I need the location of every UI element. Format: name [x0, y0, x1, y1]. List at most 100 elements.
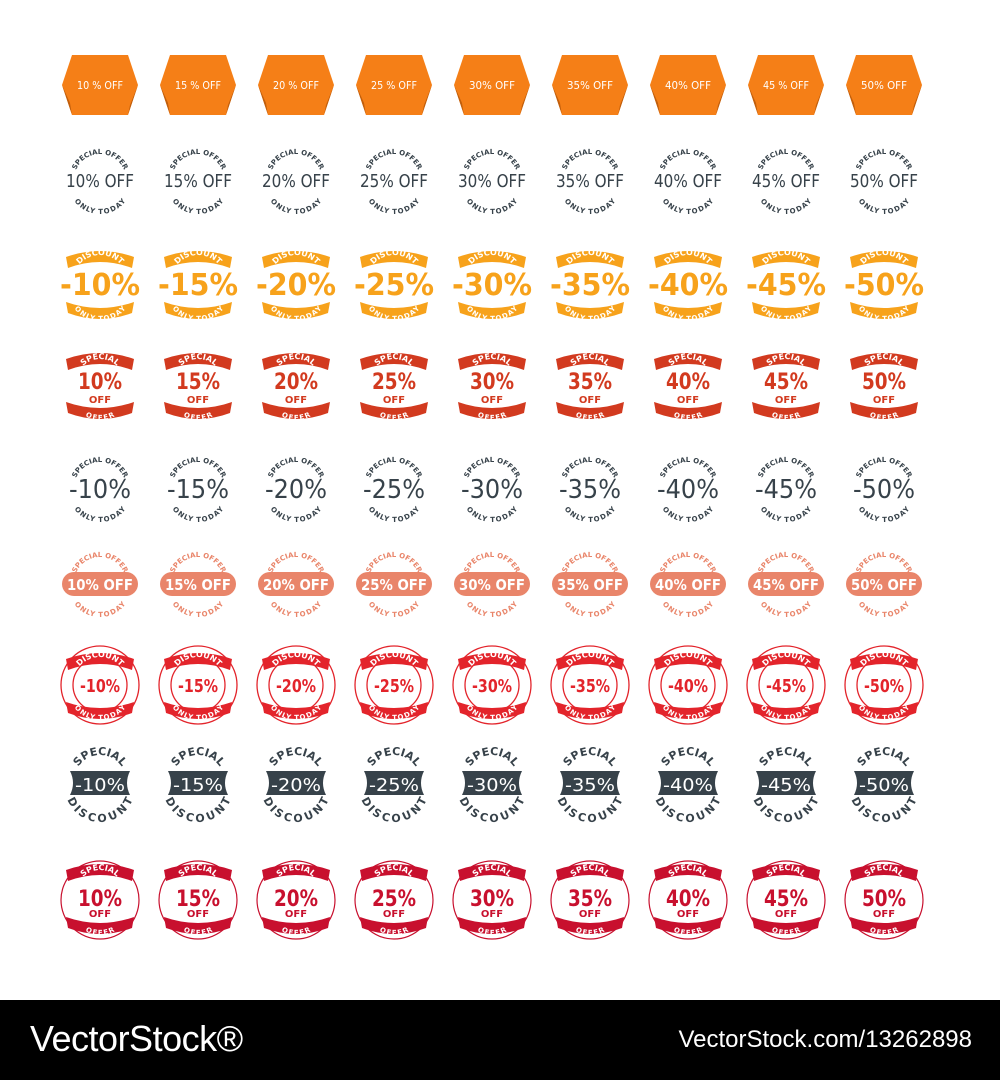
bottom-ribbon	[556, 702, 624, 719]
arc-bottom-text: ONLY TODAY	[563, 600, 618, 620]
ribbon-top-text: SPECIAL	[569, 352, 612, 368]
arc-bottom-text: ONLY TODAY	[563, 197, 618, 217]
ribbon-bottom-text: OFFER	[84, 925, 116, 937]
badge-label: 15% OFF	[165, 576, 231, 594]
top-ribbon	[654, 251, 722, 268]
badge-dark-plaque-20-graphic: SPECIAL -20%DISCOUNT	[260, 745, 331, 825]
badge-red-ring-special-20-graphic: SPECIAL 20%OFF OFFER	[256, 860, 336, 940]
badge-arc-text-dark-minus-25-graphic: SPECIAL OFFER-25%ONLY TODAY	[363, 456, 425, 524]
arc-bottom-text: DISCOUNT	[162, 795, 233, 826]
bottom-ribbon	[654, 702, 722, 719]
badge-orange-tag-45-graphic: 45 % OFF	[748, 55, 824, 115]
badge-label: -45%	[766, 676, 806, 697]
top-ribbon	[360, 653, 428, 670]
badge-arc-text-dark-minus-35-graphic: SPECIAL OFFER-35%ONLY TODAY	[559, 456, 621, 524]
badge-orange-tag-40: 40% OFF	[638, 35, 738, 135]
badge-discount-gold-10-graphic: DISCOUNT-10%ONLY TODAY	[60, 248, 140, 323]
badge-special-red-ribbon-15: SPECIAL 15% OFF OFFER	[148, 337, 248, 437]
badge-red-ring-special-30-graphic: SPECIAL 30%OFF OFFER	[452, 860, 532, 940]
top-ribbon	[164, 864, 232, 881]
badge-discount-gold-25-graphic: DISCOUNT-25%ONLY TODAY	[354, 248, 434, 323]
badge-red-ring-special-10: SPECIAL 10% OFF OFFER	[50, 850, 150, 950]
badge-dark-plaque-15: SPECIAL -15% DISCOUNT	[148, 735, 248, 835]
badge-label: 15% OFF	[164, 171, 232, 192]
arc-bottom-text: DISCOUNT	[750, 795, 821, 826]
badge-arc-text-dark-minus-35: SPECIAL OFFER -35% ONLY TODAY	[540, 440, 640, 540]
badge-label: 30% OFF	[458, 171, 526, 192]
pill-shape	[846, 572, 922, 596]
badge-label: 50% OFF	[861, 79, 907, 92]
badge-red-ring-discount-50-graphic: DISCOUNT-50%ONLY TODAY	[844, 645, 924, 725]
badge-label: -45%	[755, 475, 817, 505]
arc-top-text: SPECIAL	[169, 745, 228, 769]
bottom-ribbon	[458, 702, 526, 719]
tag-fold-left	[846, 85, 856, 115]
badge-orange-tag-20: 20 % OFF	[246, 35, 346, 135]
badge-red-ring-special-15: SPECIAL 15% OFF OFFER	[148, 850, 248, 950]
bottom-ribbon	[752, 702, 820, 719]
ribbon-top-text: SPECIAL	[667, 352, 710, 368]
arc-bottom-text: ONLY TODAY	[171, 197, 226, 217]
badge-red-ring-discount-35: DISCOUNT -35% ONLY TODAY	[540, 635, 640, 735]
badge-red-ring-discount-50: DISCOUNT -50% ONLY TODAY	[834, 635, 934, 735]
ribbon-bottom-text: OFFER	[574, 410, 606, 422]
badge-dark-plaque-20: SPECIAL -20% DISCOUNT	[246, 735, 346, 835]
arc-top-text: SPECIAL OFFER	[855, 148, 914, 172]
badge-off-text: OFF	[481, 909, 503, 920]
badge-special-red-ribbon-50-graphic: SPECIAL 50%OFF OFFER	[850, 352, 918, 422]
outer-ring	[256, 645, 336, 725]
badge-red-ring-special-40: SPECIAL 40% OFF OFFER	[638, 850, 738, 950]
badge-salmon-pill-20: SPECIAL OFFER 20% OFF ONLY TODAY	[246, 535, 346, 635]
badge-dark-plaque-25-graphic: SPECIAL -25%DISCOUNT	[358, 745, 429, 826]
top-ribbon	[360, 251, 428, 268]
badge-label: 10% OFF	[67, 576, 133, 594]
badge-red-ring-special-35: SPECIAL 35% OFF OFFER	[540, 850, 640, 950]
top-ribbon	[164, 353, 232, 370]
arc-bottom-text: ONLY TODAY	[367, 600, 422, 620]
badge-label: 35% OFF	[556, 171, 624, 192]
bottom-ribbon	[262, 702, 330, 719]
top-ribbon	[458, 251, 526, 268]
ribbon-top-text: SPECIAL	[863, 352, 906, 368]
badge-label: 20% OFF	[263, 576, 329, 594]
badge-orange-tag-25: 25 % OFF	[344, 35, 444, 135]
badge-label: 45% OFF	[753, 576, 819, 594]
arc-top-text: SPECIAL OFFER	[365, 148, 424, 172]
tag-shape	[748, 55, 824, 115]
arc-top-text: SPECIAL	[757, 745, 816, 769]
arc-bottom-text: ONLY TODAY	[465, 505, 520, 525]
ribbon-top-text: SPECIAL	[863, 863, 906, 879]
pill-shape	[552, 572, 628, 596]
outer-ring	[60, 645, 140, 725]
arc-bottom-text: ONLY TODAY	[367, 197, 422, 217]
badge-discount-gold-30-graphic: DISCOUNT-30%ONLY TODAY	[452, 248, 532, 323]
badge-label: -35%	[559, 475, 621, 505]
bottom-ribbon	[164, 302, 232, 319]
ribbon-top-text: SPECIAL	[79, 863, 122, 879]
badge-discount-gold-35-graphic: DISCOUNT-35%ONLY TODAY	[550, 248, 630, 323]
top-ribbon	[752, 251, 820, 268]
badge-dark-plaque-35: SPECIAL -35% DISCOUNT	[540, 735, 640, 835]
ribbon-bottom-text: OFFER	[770, 410, 802, 422]
badge-dark-plaque-30: SPECIAL -30% DISCOUNT	[442, 735, 542, 835]
badge-discount-gold-45-graphic: DISCOUNT-45%ONLY TODAY	[746, 248, 826, 323]
badge-arc-text-dark-minus-20-graphic: SPECIAL OFFER-20%ONLY TODAY	[265, 456, 327, 524]
badge-red-ring-discount-45-graphic: DISCOUNT-45%ONLY TODAY	[746, 645, 826, 725]
badge-red-ring-special-30: SPECIAL 30% OFF OFFER	[442, 850, 542, 950]
badge-label: 35%	[568, 887, 612, 912]
bottom-ribbon	[654, 917, 722, 934]
arc-top-text: SPECIAL OFFER	[659, 551, 718, 575]
vectorstock-logo[interactable]: VectorStock®	[30, 1018, 243, 1059]
arc-top-text: SPECIAL OFFER	[267, 551, 326, 575]
arc-bottom-text: DISCOUNT	[358, 795, 429, 826]
top-ribbon	[458, 653, 526, 670]
arc-top-text: SPECIAL	[855, 745, 914, 769]
badge-label: -10%	[80, 676, 120, 697]
arc-bottom-text: ONLY TODAY	[661, 197, 716, 217]
badge-label: 40% OFF	[655, 576, 721, 594]
badge-label: 50%	[862, 887, 906, 912]
outer-ring	[550, 860, 630, 940]
bottom-ribbon	[752, 402, 820, 419]
